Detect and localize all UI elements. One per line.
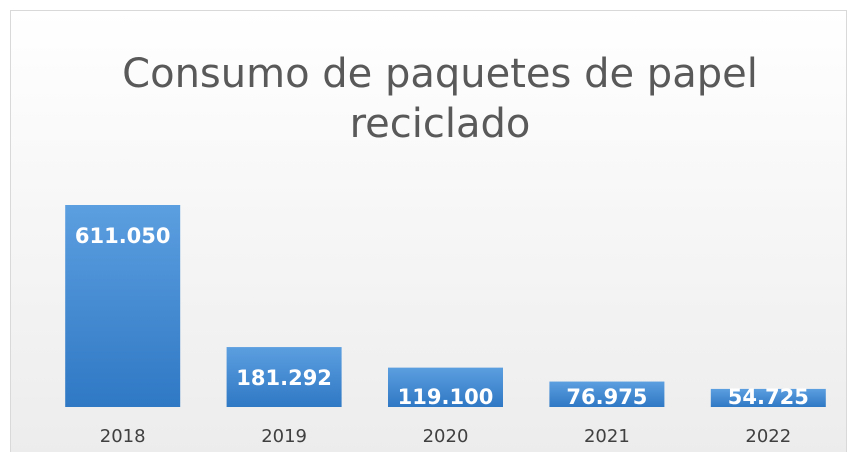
value-label: 119.100 bbox=[398, 385, 494, 409]
x-tick-label: 2019 bbox=[261, 426, 307, 447]
bar bbox=[549, 381, 665, 407]
bar bbox=[65, 205, 181, 407]
value-label: 611.050 bbox=[75, 224, 171, 248]
bar bbox=[710, 388, 826, 407]
x-tick-label: 2020 bbox=[423, 426, 469, 447]
x-tick-label: 2021 bbox=[584, 426, 630, 447]
bar bbox=[388, 367, 503, 407]
value-label: 54.725 bbox=[728, 385, 809, 409]
chart-title: Consumo de paquetes de papel bbox=[122, 51, 758, 97]
bar bbox=[226, 347, 342, 407]
value-label: 181.292 bbox=[236, 366, 332, 390]
x-tick-label: 2018 bbox=[100, 426, 146, 447]
x-tick-label: 2022 bbox=[745, 426, 791, 447]
value-label: 76.975 bbox=[566, 385, 647, 409]
chart-title: reciclado bbox=[350, 101, 531, 147]
